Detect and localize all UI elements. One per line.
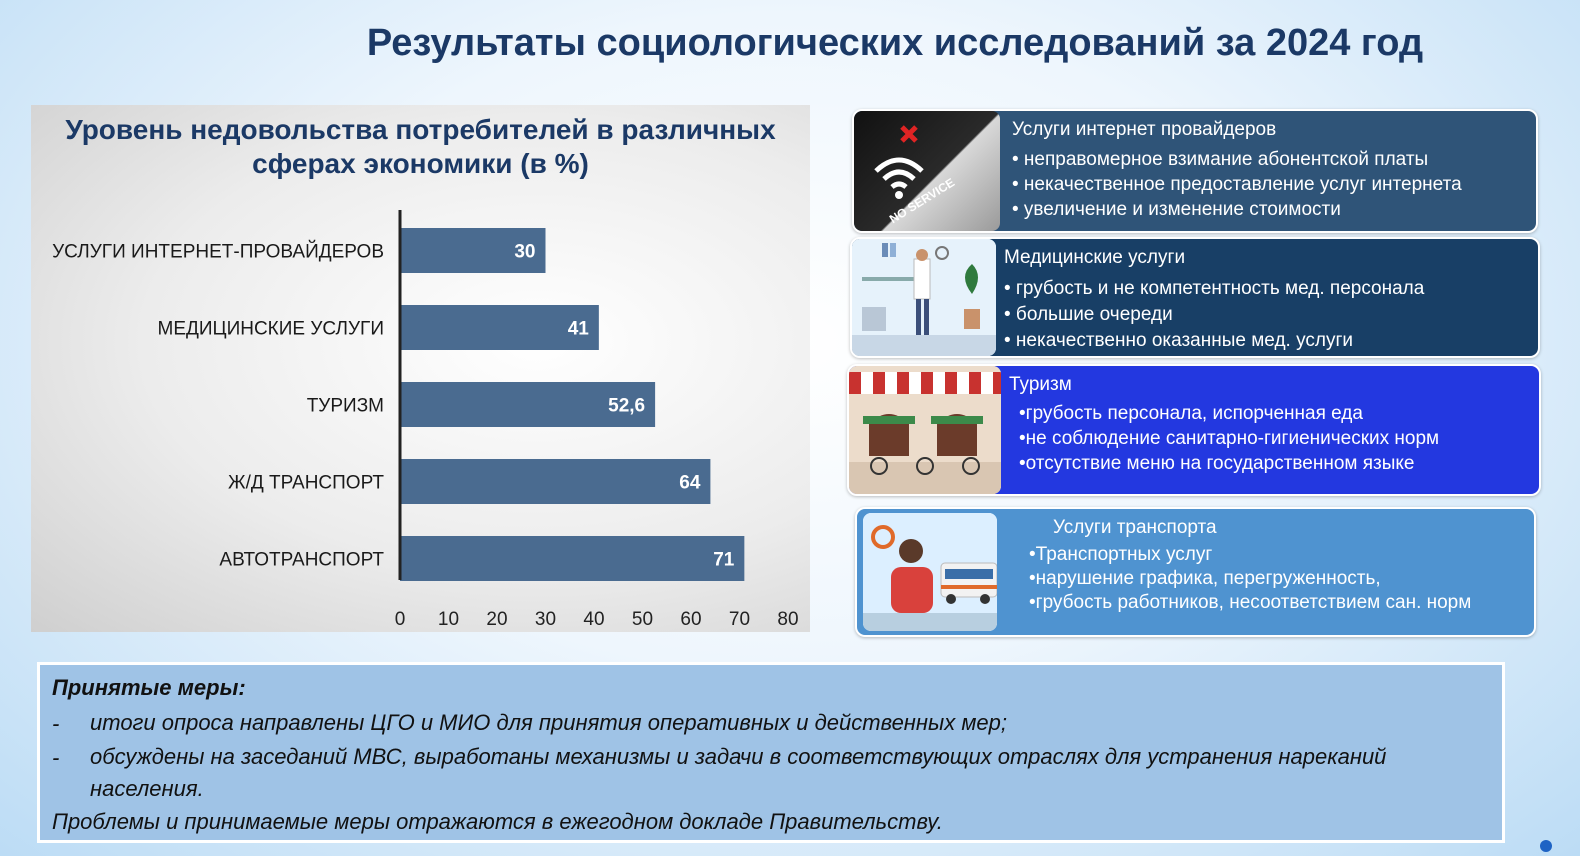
category-label: УСЛУГИ ИНТЕРНЕТ-ПРОВАЙДЕРОВ — [52, 241, 384, 263]
measures-footer: Проблемы и принимаемые меры отражаются в… — [52, 809, 943, 834]
measures-item-text: итоги опроса направлены ЦГО и МИО для пр… — [90, 710, 1007, 735]
x-tick-label: 70 — [729, 609, 750, 630]
x-tick-label: 40 — [583, 609, 604, 630]
x-tick-label: 30 — [535, 609, 556, 630]
list-item: •грубость работников, несоответствием са… — [1029, 592, 1472, 613]
card-heading: Услуги интернет провайдеров — [1012, 119, 1277, 140]
no-service-phone-icon: NO SERVICE — [854, 111, 1000, 231]
card-items: • неправомерное взимание абонентской пла… — [1012, 147, 1462, 222]
bullet-dash: - — [52, 745, 60, 770]
list-item: • большие очереди — [1004, 304, 1173, 325]
x-tick-label: 60 — [680, 609, 701, 630]
list-item: •грубость персонала, испорченная еда — [1019, 403, 1363, 424]
bar — [400, 228, 546, 273]
list-item: •Транспортных услуг — [1029, 544, 1213, 565]
bar — [400, 382, 656, 427]
bar-value-label: 52,6 — [608, 396, 645, 417]
card-tourism: Туризм •грубость персонала, испорченная … — [847, 364, 1541, 496]
category-label: МЕДИЦИНСКИЕ УСЛУГИ — [158, 319, 385, 340]
list-item: •отсутствие меню на государственном язык… — [1019, 453, 1415, 474]
category-label: ТУРИЗМ — [307, 396, 384, 417]
measures-item-text: обсуждены на заседаний МВС, выработаны м… — [90, 744, 1387, 801]
measures-heading: Принятые меры: — [52, 675, 246, 700]
bar-value-label: 64 — [679, 473, 701, 494]
card-heading: Услуги транспорта — [1053, 517, 1217, 538]
card-heading: Медицинские услуги — [1004, 247, 1186, 268]
x-tick-label: 0 — [395, 609, 406, 630]
page-number-dot — [1540, 840, 1552, 852]
x-tick-label: 50 — [632, 609, 653, 630]
x-tick-label: 80 — [777, 609, 798, 630]
list-item: • неправомерное взимание абонентской пла… — [1012, 149, 1429, 170]
card-items: •Транспортных услуг •нарушение графика, … — [1029, 543, 1471, 615]
list-item: • некачественное предоставление услуг ин… — [1012, 174, 1462, 195]
list-item: • грубость и не компетентность мед. перс… — [1004, 278, 1425, 299]
category-label: Ж/Д ТРАНСПОРТ — [228, 473, 384, 494]
bar-value-label: 30 — [514, 242, 535, 263]
card-items: • грубость и не компетентность мед. перс… — [1004, 276, 1424, 354]
cafe-storefront-icon — [849, 366, 1001, 494]
x-tick-label: 20 — [486, 609, 507, 630]
measures-box: Принятые меры: - итоги опроса направлены… — [37, 662, 1505, 843]
bar — [400, 305, 599, 350]
bar — [400, 536, 745, 581]
card-items: •грубость персонала, испорченная еда •не… — [1019, 401, 1439, 476]
doctor-office-icon — [852, 239, 996, 356]
bar-chart-panel: Уровень недовольства потребителей в разл… — [31, 105, 810, 632]
card-transport: Услуги транспорта •Транспортных услуг •н… — [855, 507, 1536, 637]
list-item: • некачественно оказанные мед. услуги — [1004, 330, 1354, 351]
list-item: •не соблюдение санитарно-гигиенических н… — [1019, 428, 1440, 449]
category-label: АВТОТРАНСПОРТ — [219, 550, 384, 571]
card-medical-services: Медицинские услуги • грубость и не компе… — [850, 237, 1540, 358]
card-internet-providers: NO SERVICE Услуги интернет провайдеров •… — [852, 109, 1538, 233]
list-item: • увеличение и изменение стоимости — [1012, 199, 1341, 220]
chart-title: Уровень недовольства потребителей в разл… — [65, 114, 776, 179]
bar — [400, 459, 711, 504]
bar-chart: 30 УСЛУГИ ИНТЕРНЕТ-ПРОВАЙДЕРОВ 41 МЕДИЦИНСК… — [52, 210, 799, 630]
list-item: •нарушение графика, перегруженность, — [1029, 568, 1381, 589]
page-title: Результаты социологических исследований … — [366, 22, 1424, 64]
bullet-dash: - — [52, 711, 60, 736]
bar-value-label: 71 — [713, 550, 735, 571]
bar-value-label: 41 — [568, 319, 590, 340]
card-heading: Туризм — [1009, 374, 1072, 395]
x-tick-label: 10 — [438, 609, 459, 630]
bus-passenger-icon — [863, 513, 997, 631]
